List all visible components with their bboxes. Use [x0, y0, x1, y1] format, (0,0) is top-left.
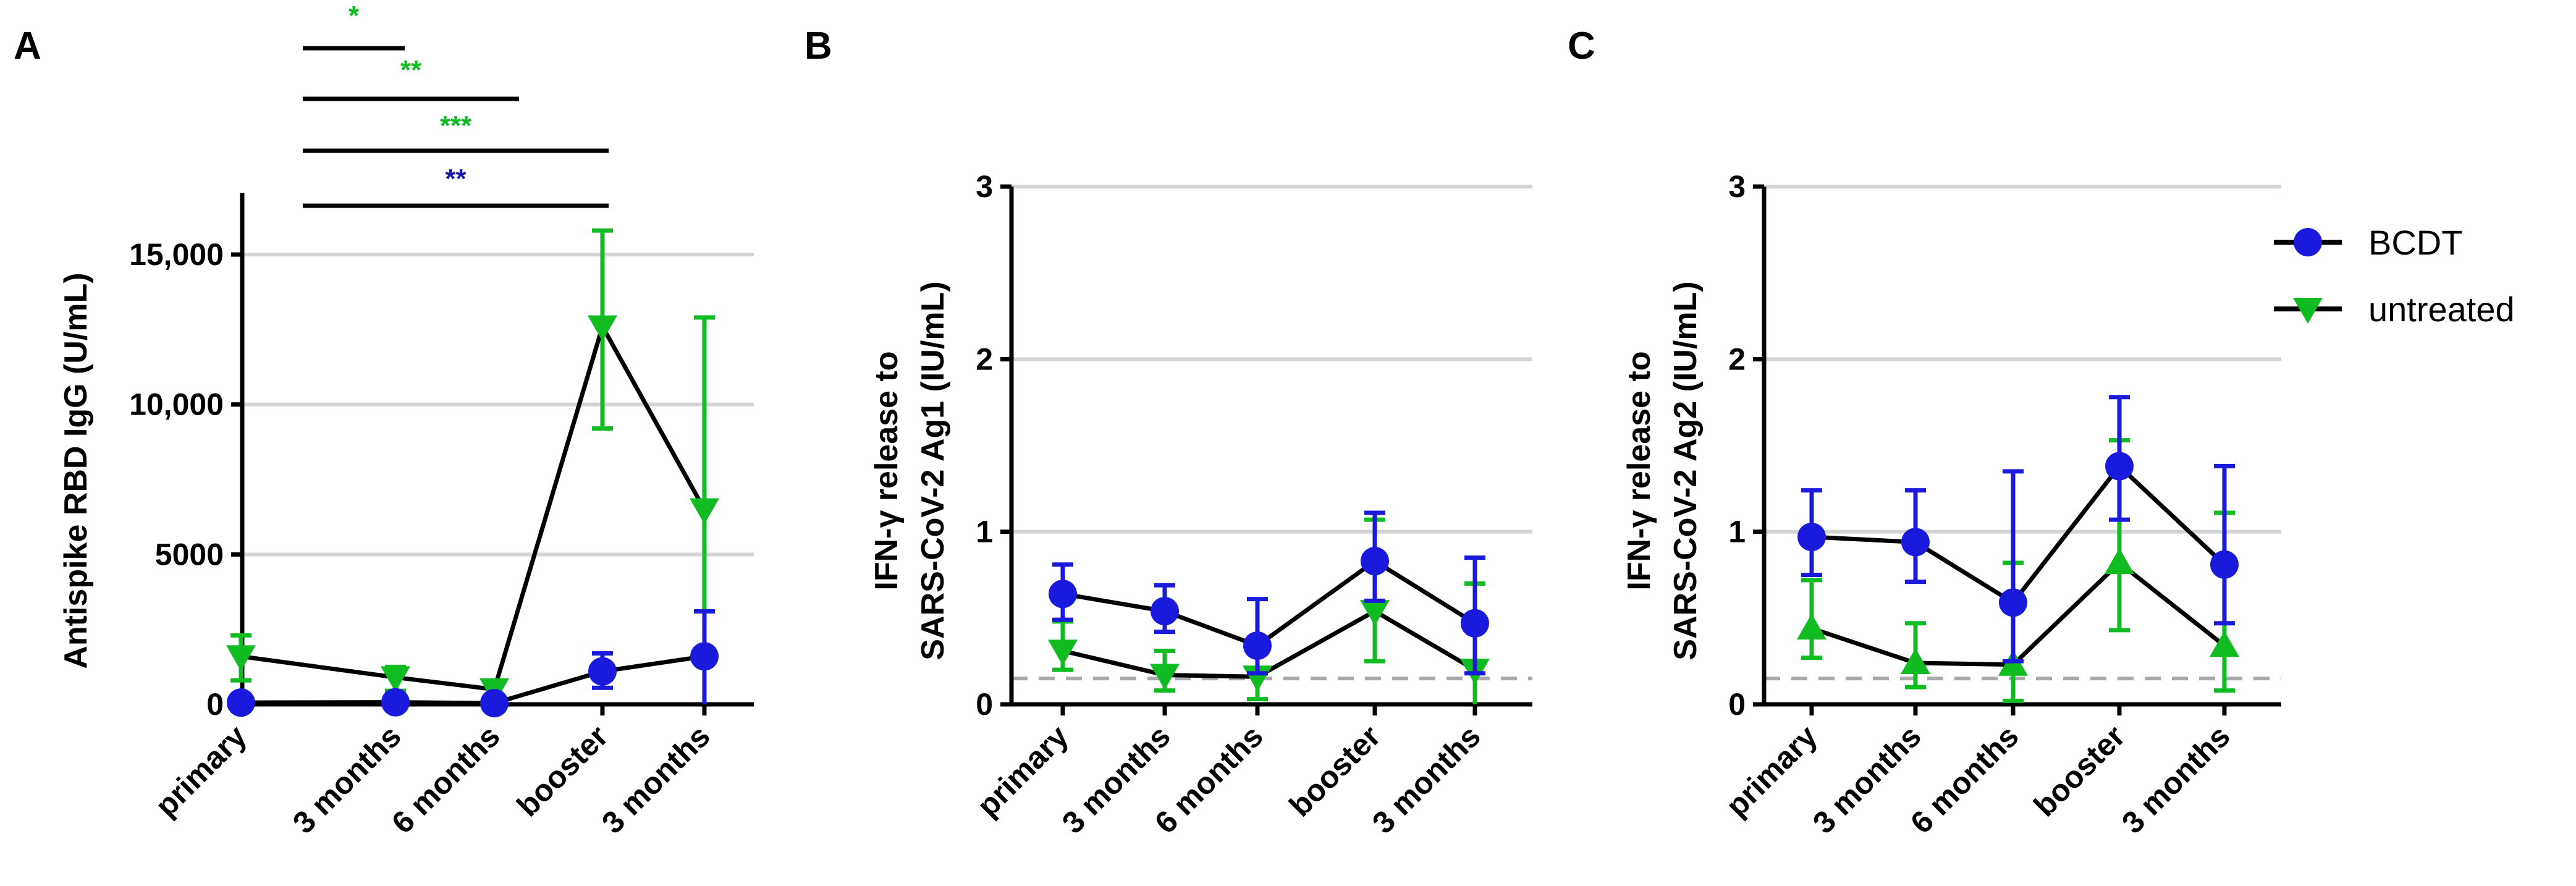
series-bcdt-c [1797, 395, 2239, 664]
x-tick-label-c-0: primary [1719, 719, 1823, 823]
point-bcdt-a-3 [588, 657, 617, 686]
panel-letter-b: B [804, 25, 832, 67]
significance-label-2: *** [440, 111, 472, 141]
point-untreated-b-0 [1048, 639, 1078, 666]
panel-letter-a: A [14, 25, 41, 67]
legend-label-bcdt: BCDT [2368, 223, 2462, 262]
point-untreated-c-1 [1901, 648, 1930, 674]
y-tick-label-c-0: 0 [1728, 687, 1746, 722]
point-untreated-a-0 [226, 645, 256, 672]
x-tick-label-b-4: 3 months [1366, 719, 1487, 840]
grid-b [1011, 185, 1532, 681]
y-tick-label-b-3: 3 [976, 169, 993, 204]
point-untreated-a-4 [690, 498, 719, 525]
y-tick-label-a-3: 15,000 [129, 237, 224, 272]
y-tick-label-c-1: 1 [1728, 515, 1746, 549]
significance-label-1: ** [400, 55, 422, 85]
y-axis-label-b-line1: IFN-γ release to [869, 351, 905, 590]
significance-brackets-a: ******** [303, 1, 609, 208]
series-bcdt-a [227, 609, 719, 718]
x-tick-label-a-4: 3 months [595, 719, 717, 840]
point-untreated-c-3 [2105, 547, 2134, 574]
point-bcdt-c-2 [1999, 588, 2027, 617]
point-bcdt-c-3 [2105, 452, 2134, 481]
point-bcdt-b-3 [1361, 547, 1389, 576]
y-tick-label-b-2: 2 [976, 342, 993, 376]
plot-area-b [1048, 510, 1490, 704]
x-tick-label-c-2: 6 months [1904, 719, 2025, 840]
y-axis-label-b-line2: SARS-CoV-2 Ag1 (IU/mL) [915, 281, 951, 660]
series-untreated-a [226, 228, 719, 704]
point-untreated-c-0 [1797, 614, 1826, 640]
series-line-bcdt-c [1811, 463, 2226, 605]
x-tick-label-b-0: primary [970, 719, 1075, 823]
grid-a [242, 253, 754, 557]
significance-label-0: * [348, 1, 360, 31]
y-tick-label-a-2: 10,000 [129, 387, 224, 422]
x-tick-label-a-3: booster [510, 719, 615, 823]
point-untreated-a-1 [381, 666, 410, 693]
point-untreated-c-4 [2210, 631, 2239, 657]
x-tick-label-b-3: booster [1283, 719, 1387, 823]
y-tick-label-a-1: 5000 [155, 537, 224, 572]
plot-area-a [226, 228, 719, 718]
y-tick-label-c-3: 3 [1728, 169, 1746, 204]
plot-area-c [1797, 395, 2239, 703]
y-axis-label-c-line2: SARS-CoV-2 Ag2 (IU/mL) [1668, 281, 1704, 660]
point-bcdt-c-0 [1797, 523, 1826, 552]
point-untreated-a-3 [588, 315, 617, 342]
legend: BCDT untreated [2274, 223, 2515, 329]
point-bcdt-c-4 [2210, 550, 2239, 579]
point-bcdt-a-4 [690, 642, 719, 671]
x-tick-label-c-3: booster [2027, 719, 2132, 823]
series-bcdt-b [1049, 510, 1489, 676]
series-line-untreated-a [240, 321, 707, 692]
point-untreated-b-1 [1150, 664, 1180, 690]
significance-label-3: ** [445, 164, 467, 194]
legend-marker-bcdt [2294, 228, 2322, 256]
y-tick-label-c-2: 2 [1728, 342, 1746, 376]
panel-letter-c: C [1568, 25, 1595, 67]
series-line-bcdt-a [240, 654, 705, 706]
point-bcdt-b-0 [1049, 580, 1077, 609]
point-bcdt-a-2 [480, 689, 509, 718]
y-axis-label-a: Antispike RBD IgG (U/mL) [58, 272, 94, 669]
x-tick-label-a-2: 6 months [385, 719, 507, 840]
legend-marker-untreated [2293, 298, 2323, 324]
y-tick-label-a-0: 0 [206, 687, 224, 722]
y-tick-label-b-1: 1 [976, 515, 993, 549]
point-bcdt-c-1 [1901, 528, 1930, 557]
x-tick-label-c-4: 3 months [2115, 719, 2237, 840]
grid-c [1764, 185, 2281, 681]
legend-label-untreated: untreated [2368, 290, 2515, 329]
x-tick-label-a-1: 3 months [286, 719, 408, 840]
point-bcdt-a-0 [227, 688, 255, 717]
point-untreated-b-3 [1360, 600, 1390, 627]
point-bcdt-b-1 [1151, 597, 1179, 626]
x-tick-label-a-0: primary [148, 719, 253, 823]
y-tick-label-b-0: 0 [976, 687, 993, 722]
point-bcdt-b-2 [1243, 631, 1272, 660]
y-axis-label-c-line1: IFN-γ release to [1621, 351, 1657, 590]
point-bcdt-a-1 [381, 688, 410, 717]
point-bcdt-b-4 [1461, 609, 1489, 638]
